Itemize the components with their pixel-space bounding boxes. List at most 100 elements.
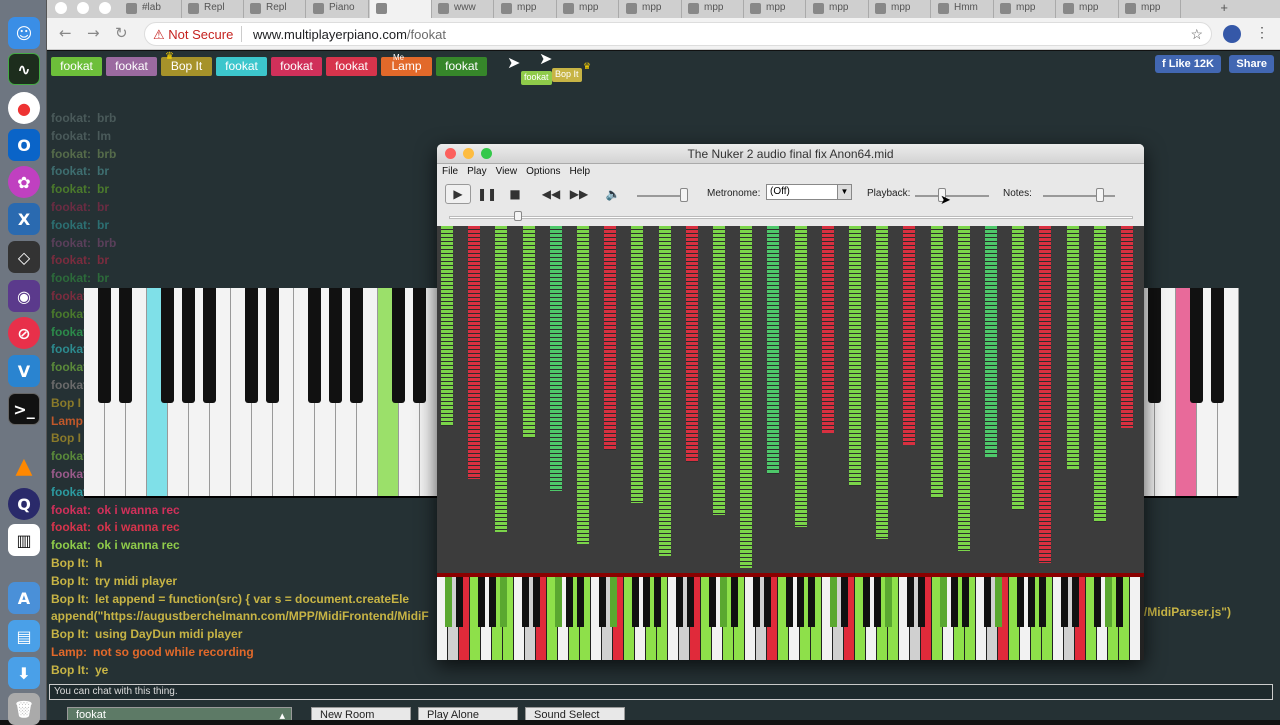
bookmark-star-icon[interactable]: ☆ — [1190, 26, 1203, 42]
browser-tab[interactable]: mpp — [869, 0, 931, 18]
vscode-icon[interactable]: V — [8, 355, 40, 387]
seek-thumb[interactable] — [514, 211, 522, 221]
browser-tab[interactable]: Hmm — [932, 0, 994, 18]
piano-black-key[interactable] — [119, 288, 132, 403]
piano-black-key[interactable] — [266, 288, 279, 403]
trash-icon[interactable]: 🗑 — [8, 693, 40, 725]
volume-slider-thumb[interactable] — [680, 188, 688, 202]
player-title-bar[interactable]: The Nuker 2 audio final fix Anon64.mid — [437, 144, 1144, 164]
activity-monitor-icon[interactable]: ∿ — [8, 53, 40, 85]
user-nametag[interactable]: Lamp — [381, 57, 432, 76]
player-menu-help[interactable]: Help — [569, 166, 591, 177]
browser-tab[interactable]: mpp — [807, 0, 869, 18]
fast-forward-icon[interactable]: ▶▶ — [569, 187, 589, 201]
user-nametag[interactable]: fookat — [51, 57, 102, 76]
pause-icon[interactable]: ❚❚ — [476, 187, 498, 201]
downloads-folder-icon[interactable]: ⬇ — [8, 657, 40, 689]
close-window-icon[interactable] — [55, 2, 67, 14]
facebook-share-button[interactable]: Share — [1229, 55, 1274, 73]
volume-icon[interactable]: 🔈 — [605, 187, 621, 201]
playback-slider-thumb[interactable] — [938, 188, 946, 202]
browser-tab[interactable]: mpp — [682, 0, 744, 18]
user-nametag[interactable]: Bop It — [161, 57, 212, 76]
piano-app-icon[interactable]: ▥ — [8, 524, 40, 556]
flower-app-icon[interactable]: ✿ — [8, 166, 40, 198]
browser-tab[interactable]: Repl — [244, 0, 306, 18]
address-bar[interactable]: ⚠ Not Secure www.multiplayerpiano.com/fo… — [144, 22, 1212, 46]
profile-avatar[interactable] — [1223, 25, 1241, 43]
chrome-icon[interactable]: ● — [8, 92, 40, 124]
player-minimize-icon[interactable] — [463, 148, 474, 159]
new-tab-button[interactable]: + — [1220, 0, 1228, 15]
browser-tab[interactable]: Piano — [307, 0, 369, 18]
volume-slider[interactable] — [637, 195, 687, 197]
browser-tab[interactable]: #lab — [120, 0, 182, 18]
minimize-window-icon[interactable] — [77, 2, 89, 14]
piano-black-key[interactable] — [350, 288, 363, 403]
player-menu-file[interactable]: File — [442, 166, 459, 177]
rewind-icon[interactable]: ◀◀ — [541, 187, 561, 201]
vlc-icon[interactable]: ▲ — [15, 453, 33, 479]
facebook-like-button[interactable]: f Like 12K — [1154, 55, 1221, 73]
browser-tab[interactable]: mpp — [744, 0, 806, 18]
back-icon[interactable]: ← — [59, 24, 72, 42]
unity-icon[interactable]: ◇ — [8, 241, 40, 273]
piano-black-key[interactable] — [98, 288, 111, 403]
browser-tab[interactable]: mpp — [620, 0, 682, 18]
zoom-window-icon[interactable] — [99, 2, 111, 14]
piano-black-key[interactable] — [1190, 288, 1203, 403]
applications-folder-icon[interactable]: A — [8, 582, 40, 614]
stop-icon[interactable]: ■ — [509, 187, 521, 201]
url-text[interactable]: www.multiplayerpiano.com/fookat — [253, 27, 446, 42]
user-nametag[interactable]: fookat — [216, 57, 267, 76]
notes-slider[interactable] — [1043, 195, 1115, 197]
player-menu-view[interactable]: View — [495, 166, 518, 177]
outlook-icon[interactable]: O — [8, 129, 40, 161]
browser-tab[interactable]: mpp — [557, 0, 619, 18]
player-zoom-icon[interactable] — [481, 148, 492, 159]
piano-black-key[interactable] — [1148, 288, 1161, 403]
browser-tab[interactable]: mpp — [1119, 0, 1181, 18]
browser-tab[interactable]: www — [432, 0, 494, 18]
metronome-select[interactable]: (Off) ▼ — [766, 184, 852, 200]
no-entry-app-icon[interactable]: ⊘ — [8, 317, 40, 349]
browser-tab[interactable]: mpp — [994, 0, 1056, 18]
piano-black-key[interactable] — [182, 288, 195, 403]
not-secure-label[interactable]: ⚠ Not Secure — [153, 27, 233, 43]
piano-black-key[interactable] — [308, 288, 321, 403]
player-close-icon[interactable] — [445, 148, 456, 159]
chat-input[interactable]: You can chat with this thing. — [49, 684, 1273, 700]
piano-black-key[interactable] — [1211, 288, 1224, 403]
user-nametag[interactable]: fookat — [106, 57, 157, 76]
browser-tab[interactable]: mpp — [1057, 0, 1119, 18]
piano-black-key[interactable] — [329, 288, 342, 403]
reload-icon[interactable]: ↻ — [115, 24, 128, 42]
new-room-button[interactable]: New Room — [311, 707, 411, 720]
user-nametag[interactable]: fookat — [326, 57, 377, 76]
menu-kebab-icon[interactable]: ⋮ — [1255, 24, 1269, 40]
user-nametag[interactable]: fookat — [436, 57, 487, 76]
room-select[interactable]: fookat ▴ — [67, 707, 292, 720]
visual-studio-icon[interactable]: X — [8, 203, 40, 235]
notes-slider-thumb[interactable] — [1096, 188, 1104, 202]
sound-select-button[interactable]: Sound Select — [525, 707, 625, 720]
user-nametag[interactable]: fookat — [271, 57, 322, 76]
quicktime-icon[interactable]: Q — [8, 488, 40, 520]
play-icon[interactable]: ▶ — [445, 184, 471, 204]
player-menu-play[interactable]: Play — [467, 166, 487, 177]
piano-black-key[interactable] — [245, 288, 258, 403]
seek-bar[interactable] — [449, 211, 1133, 221]
browser-tab[interactable]: Repl — [182, 0, 244, 18]
forward-icon[interactable]: → — [87, 24, 100, 42]
browser-tab[interactable] — [370, 0, 432, 18]
playback-slider[interactable] — [915, 195, 989, 197]
piano-black-key[interactable] — [203, 288, 216, 403]
documents-folder-icon[interactable]: ▤ — [8, 620, 40, 652]
piano-black-key[interactable] — [392, 288, 405, 403]
player-menu-options[interactable]: Options — [526, 166, 561, 177]
browser-tab[interactable]: mpp — [495, 0, 557, 18]
finder-icon[interactable]: ☺ — [8, 17, 40, 49]
github-desktop-icon[interactable]: ◉ — [8, 280, 40, 312]
play-alone-button[interactable]: Play Alone — [418, 707, 518, 720]
terminal-icon[interactable]: >_ — [8, 393, 40, 425]
